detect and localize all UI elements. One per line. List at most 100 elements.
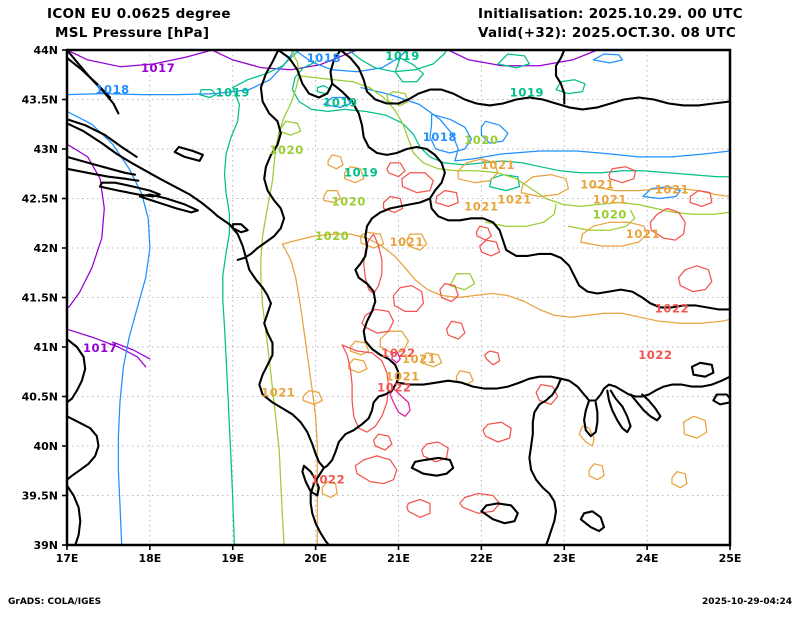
contour-line-1022 (479, 239, 501, 257)
geo-outline (65, 155, 137, 176)
producer-credit: GrADS: COLA/IGES (8, 597, 102, 607)
generation-timestamp: 2025-10-29-04:24 (702, 597, 792, 607)
contour-line-1020 (449, 273, 476, 291)
geo-outline (410, 456, 455, 477)
coastline-and-borders (65, 48, 732, 547)
contour-line-1020 (484, 203, 557, 227)
contour-label-1020: 1020 (269, 143, 303, 157)
geo-outline (65, 56, 112, 99)
contour-label-1019: 1019 (216, 86, 250, 100)
geo-outline (606, 389, 632, 434)
contour-label-1017: 1017 (83, 341, 117, 355)
contour-line-1022 (689, 189, 713, 208)
contour-line-1021 (671, 471, 688, 489)
valid-time: Valid(+32): 2025.OCT.30. 08 UTC (478, 25, 737, 41)
contour-line-1022 (406, 498, 431, 518)
contour-line-1021 (457, 158, 499, 184)
contour-line-1022 (435, 189, 459, 208)
geo-outline (528, 377, 562, 547)
y-tick-label: 43N (33, 143, 58, 156)
contour-line-1022 (372, 433, 393, 451)
y-tick-label: 42.5N (22, 193, 58, 206)
contour-line-1017 (66, 328, 147, 368)
contour-label-1021: 1021 (626, 227, 660, 241)
contour-line-1022 (382, 195, 404, 214)
contour-line-1021 (580, 221, 648, 247)
contour-line-1022 (354, 455, 398, 485)
y-tick-label: 41N (33, 341, 58, 354)
x-tick-label: 20E (304, 552, 327, 565)
y-tick-label: 41.5N (22, 292, 58, 305)
x-axis-tick-labels: 17E 18E 19E 20E 21E 22E 23E 24E 25E (56, 552, 742, 565)
contour-line-1022 (535, 383, 559, 406)
model-title: ICON EU 0.0625 degree (47, 6, 231, 22)
contour-line-1018 (592, 53, 623, 64)
contour-line-1017 (211, 49, 358, 71)
geo-outline (258, 302, 325, 469)
field-title: MSL Pressure [hPa] (55, 25, 210, 41)
y-tick-label: 39N (33, 539, 58, 552)
contour-line-1022 (439, 282, 459, 303)
contour-label-1020: 1020 (464, 133, 498, 147)
contour-line-1022 (421, 441, 449, 463)
geo-outline (712, 393, 732, 406)
contour-line-1022 (608, 166, 637, 184)
contour-line-1020 (298, 75, 731, 215)
contour-line-1019 (394, 57, 425, 83)
contour-line-1021 (592, 185, 731, 198)
contour-line-1018 (360, 86, 459, 162)
contour-line-1023 (391, 352, 401, 364)
contour-line-1018 (66, 49, 296, 96)
contour-label-1018: 1018 (307, 51, 341, 65)
geo-outline (65, 118, 138, 158)
x-tick-label: 23E (553, 552, 576, 565)
geo-outline (65, 167, 140, 182)
contour-label-1019: 1019 (323, 95, 357, 109)
contour-line-1017 (111, 341, 151, 360)
geo-outline (173, 145, 204, 162)
geo-outline (339, 48, 732, 111)
geo-outline (480, 502, 519, 525)
contour-line-1022 (445, 320, 466, 340)
geo-outline (256, 48, 286, 250)
geo-outline (65, 415, 100, 481)
x-tick-label: 17E (56, 552, 79, 565)
y-tick-label: 40.5N (22, 391, 58, 404)
contour-line-1021 (323, 189, 342, 204)
x-tick-label: 24E (636, 552, 659, 565)
contour-line-1023 (389, 387, 411, 417)
contour-line-1019 (198, 88, 217, 99)
geo-outline (322, 197, 432, 469)
contour-line-1019 (316, 84, 332, 95)
geo-outline (579, 510, 606, 533)
contour-label-1021: 1021 (464, 199, 498, 213)
geo-outline (65, 122, 219, 218)
contour-value-labels: 1017 1018 1018 1019 1019 1019 1019 1018 1020 1020… (83, 49, 689, 487)
geo-outline (99, 181, 161, 198)
contour-line-1019 (497, 53, 531, 69)
contour-line-1020 (278, 120, 302, 136)
y-tick-label: 42N (33, 242, 58, 255)
contour-line-1021 (348, 358, 368, 374)
contour-line-1018 (454, 150, 731, 162)
contour-line-1021 (349, 340, 370, 356)
contour-line-1022 (484, 350, 501, 366)
contour-line-1021 (327, 154, 344, 170)
geo-outline (395, 375, 562, 390)
contour-line-1021 (302, 389, 323, 406)
contour-line-1021 (682, 415, 708, 439)
geo-outline (690, 361, 715, 378)
contour-line-1022 (392, 284, 425, 313)
contour-label-1020: 1020 (593, 207, 627, 221)
geo-outline (277, 48, 342, 99)
geo-outline (554, 48, 566, 105)
x-tick-label: 21E (387, 552, 410, 565)
contour-label-1021: 1021 (580, 178, 614, 192)
contour-line-1022 (386, 162, 406, 178)
contour-label-1019: 1019 (344, 166, 378, 180)
x-tick-label: 25E (719, 552, 742, 565)
geo-outline (629, 393, 662, 422)
y-tick-label: 39.5N (22, 490, 58, 503)
axis-ticks (62, 49, 731, 550)
y-axis-tick-labels: 39N 39.5N 40N 40.5N 41N 41.5N 42N 42.5N 43N 43.5N… (22, 44, 58, 552)
